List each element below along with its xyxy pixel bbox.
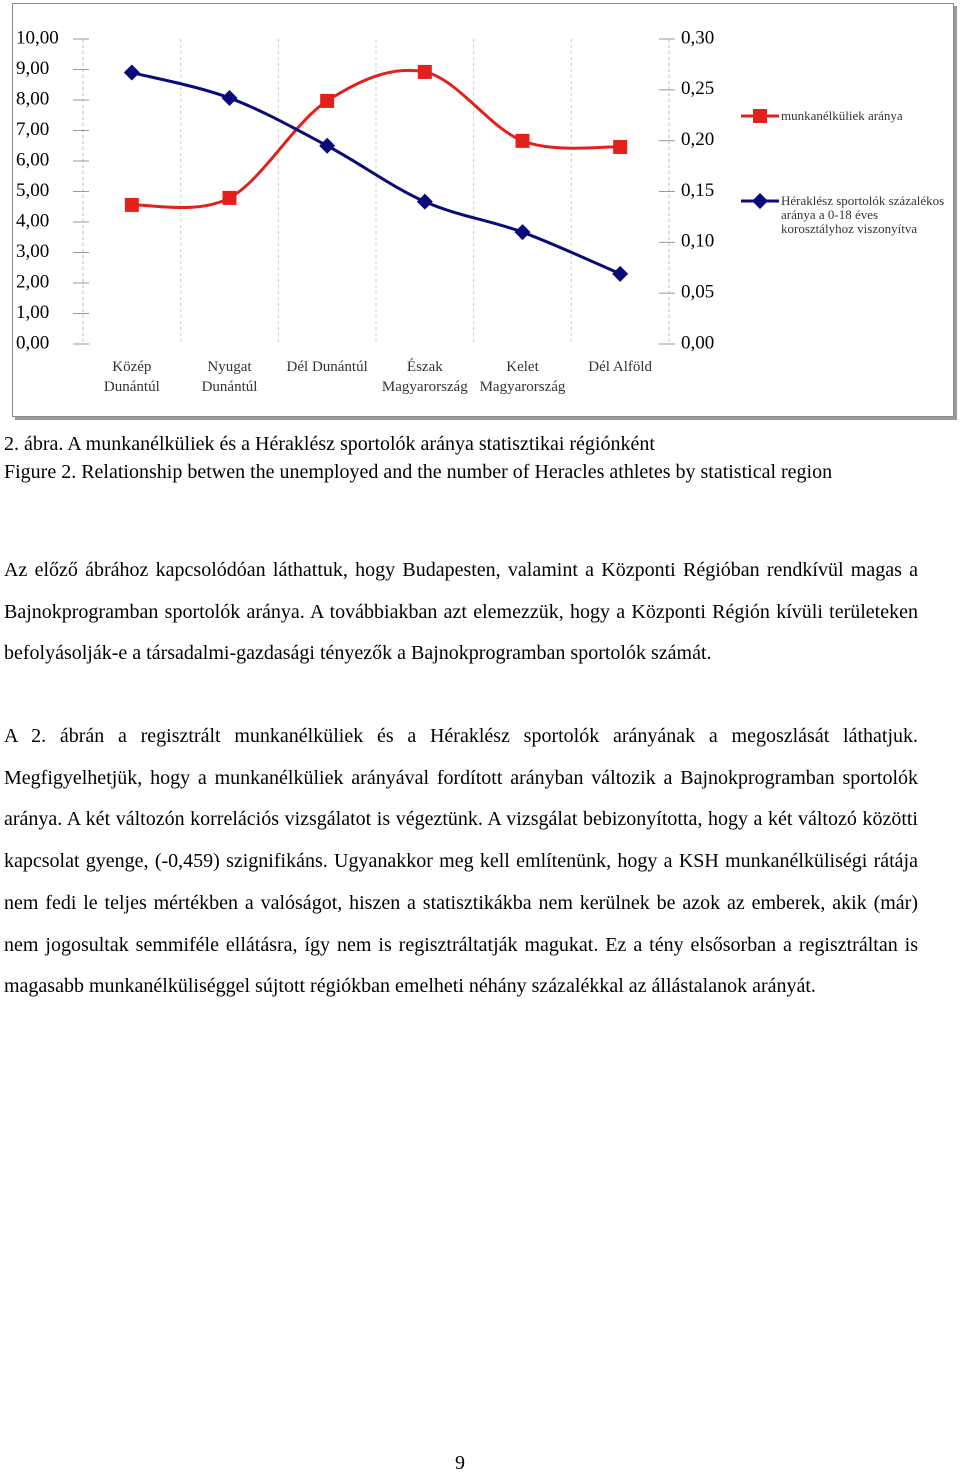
- y-tick-label: 1,00: [16, 302, 49, 323]
- chart-svg: 0,00 1,00 2,00 3,00 4,00 5,00 6,00 7,00 8,00 9,00…: [16, 27, 779, 353]
- y-tick-label: 7,00: [16, 119, 49, 140]
- y2-tick-label: 0,10: [681, 231, 714, 252]
- data-point: [416, 193, 433, 210]
- caption-hu: 2. ábra. A munkanélküliek és a Héraklész…: [4, 433, 655, 455]
- y-tick-label: 10,00: [16, 27, 59, 48]
- data-point: [515, 133, 530, 148]
- y2-tick-label: 0,25: [681, 78, 714, 99]
- x-tick-label: Nyugat Dunántúl: [201, 359, 258, 395]
- y-tick-label: 0,00: [16, 332, 49, 353]
- data-point: [514, 224, 531, 241]
- data-point: [222, 190, 237, 205]
- data-point: [613, 139, 628, 154]
- x-tick-label: Kelet Magyarország: [479, 359, 566, 395]
- chart: 0,00 1,00 2,00 3,00 4,00 5,00 6,00 7,00 8,00 9,00…: [12, 3, 954, 417]
- y-tick-label: 6,00: [16, 149, 49, 170]
- legend-marker: [753, 109, 767, 123]
- legend-label: Héraklész sportolók százalékos aránya a …: [781, 193, 945, 236]
- series-line: [131, 71, 621, 276]
- x-tick-label: Dél Alföld: [588, 359, 653, 375]
- paragraph: Az előző ábrához kapcsolódóan láthattuk,…: [4, 559, 918, 665]
- y2-tick-label: 0,20: [681, 129, 714, 150]
- y-tick-label: 3,00: [16, 241, 49, 262]
- y-tick-label: 4,00: [16, 210, 49, 231]
- paragraph: A 2. ábrán a regisztrált munkanélküliek …: [4, 725, 918, 998]
- data-point: [320, 93, 335, 108]
- y-tick-label: 8,00: [16, 88, 49, 109]
- legend-marker: [752, 193, 768, 209]
- x-tick-label: Észak Magyarország: [381, 359, 468, 395]
- y2-tick-label: 0,00: [681, 332, 714, 353]
- y2-tick-label: 0,15: [681, 180, 714, 201]
- data-point: [319, 137, 336, 154]
- x-tick-label: Közép Dunántúl: [103, 359, 160, 395]
- y2-tick-label: 0,30: [681, 27, 714, 48]
- series-line: [131, 68, 621, 210]
- y2-tick-label: 0,05: [681, 282, 714, 303]
- x-tick-label: Dél Dunántúl: [286, 359, 368, 375]
- page-number: 9: [455, 1452, 465, 1474]
- legend-label: munkanélküliek aránya: [781, 108, 903, 123]
- data-point: [612, 265, 629, 282]
- data-point: [124, 197, 139, 212]
- y-tick-label: 5,00: [16, 180, 49, 201]
- data-point: [417, 64, 432, 79]
- y-tick-label: 2,00: [16, 271, 49, 292]
- data-point: [123, 64, 140, 81]
- caption-en: Figure 2. Relationship betwen the unempl…: [4, 461, 833, 483]
- y-tick-label: 9,00: [16, 58, 49, 79]
- data-point: [221, 89, 238, 106]
